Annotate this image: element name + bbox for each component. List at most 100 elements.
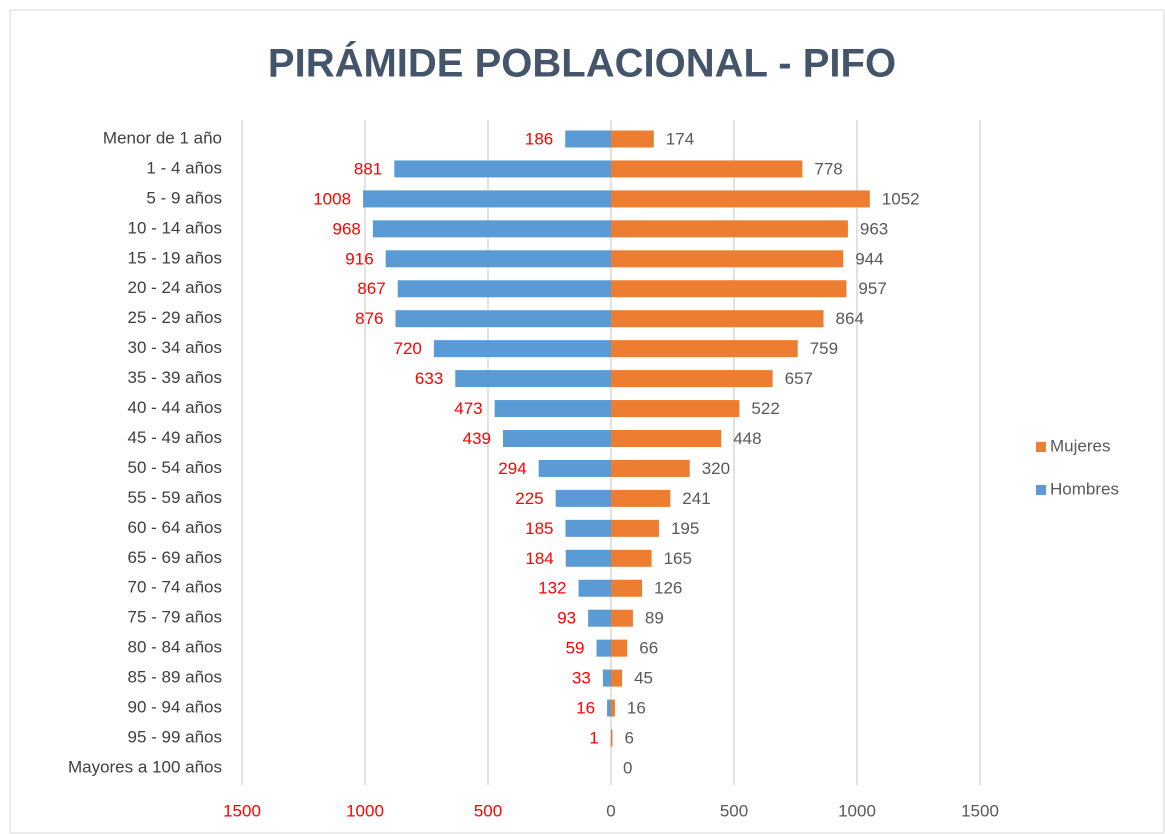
bar [611,459,690,477]
value-label: 185 [525,519,553,538]
category-label: 10 - 14 años [127,218,222,237]
bar [611,699,615,717]
bar [611,669,623,687]
value-label: 320 [702,459,730,478]
bar [395,310,611,328]
legend-swatch [1036,485,1046,495]
category-label: 35 - 39 años [127,368,222,387]
category-label: Menor de 1 año [103,128,222,147]
bar [607,699,611,717]
bar [611,639,628,657]
bar [611,190,870,208]
bar [611,130,654,148]
bar [611,310,824,328]
category-label: 85 - 89 años [127,668,222,687]
value-label: 126 [654,579,682,598]
x-tick-label: 500 [720,801,748,820]
category-label: 65 - 69 años [127,548,222,567]
category-label: 50 - 54 años [127,458,222,477]
value-label: 174 [666,129,694,148]
bar [433,340,611,358]
value-label: 1008 [313,189,351,208]
value-label: 963 [860,219,888,238]
category-label: 15 - 19 años [127,248,222,267]
value-label: 294 [498,459,526,478]
value-label: 916 [345,249,373,268]
category-label: 45 - 49 años [127,428,222,447]
bar [611,220,848,238]
bar [555,489,611,507]
bar [611,370,773,388]
bar [372,220,611,238]
value-label: 1052 [882,189,920,208]
bar [611,250,844,268]
bar [565,549,611,567]
value-label: 944 [855,249,883,268]
bar [611,340,798,358]
value-label: 33 [572,669,591,688]
value-label: 6 [624,728,633,747]
value-label: 720 [394,339,422,358]
value-label: 957 [858,279,886,298]
value-label: 59 [566,639,585,658]
value-label: 225 [515,489,543,508]
category-label: 80 - 84 años [127,638,222,657]
value-label: 759 [810,339,838,358]
x-tick-label: 1000 [346,801,384,820]
value-label: 1 [589,728,598,747]
value-label: 881 [354,159,382,178]
value-label: 778 [814,159,842,178]
value-label: 66 [639,639,658,658]
value-label: 89 [645,609,664,628]
value-label: 867 [357,279,385,298]
bar [538,459,611,477]
category-label: 95 - 99 años [127,727,222,746]
bar [611,280,847,298]
bar [385,250,611,268]
category-label: 40 - 44 años [127,398,222,417]
value-label: 657 [785,369,813,388]
legend-label: Hombres [1050,479,1119,498]
value-label: 16 [627,699,646,718]
value-label: 633 [415,369,443,388]
bar [565,519,611,537]
bar [611,430,722,447]
bar [565,130,611,148]
value-label: 241 [682,489,710,508]
bar [455,370,611,388]
bar [397,280,611,298]
bar [611,549,652,567]
bar [394,160,611,178]
bar [611,579,642,597]
bar [611,609,633,627]
value-label: 522 [751,399,779,418]
bar [611,729,613,747]
bar [596,639,611,657]
x-tick-label: 1500 [223,801,261,820]
x-tick-label: 0 [606,801,615,820]
legend-swatch [1036,442,1046,452]
category-label: Mayores a 100 años [68,757,222,776]
category-label: 25 - 29 años [127,308,222,327]
value-label: 864 [836,309,864,328]
value-label: 876 [355,309,383,328]
legend-label: Mujeres [1050,436,1110,455]
bar [588,609,611,627]
value-label: 448 [733,429,761,448]
value-label: 968 [332,219,360,238]
value-label: 184 [525,549,553,568]
bar [611,400,740,418]
value-label: 439 [463,429,491,448]
bar [611,160,803,178]
category-label: 5 - 9 años [146,188,222,207]
x-tick-label: 500 [474,801,502,820]
value-label: 0 [623,758,632,777]
chart-title: PIRÁMIDE POBLACIONAL - PIFO [268,41,896,86]
category-label: 90 - 94 años [127,698,222,717]
bar [503,430,611,447]
category-label: 1 - 4 años [146,158,222,177]
bar [611,519,659,537]
value-label: 473 [454,399,482,418]
category-label: 20 - 24 años [127,278,222,297]
value-label: 93 [557,609,576,628]
